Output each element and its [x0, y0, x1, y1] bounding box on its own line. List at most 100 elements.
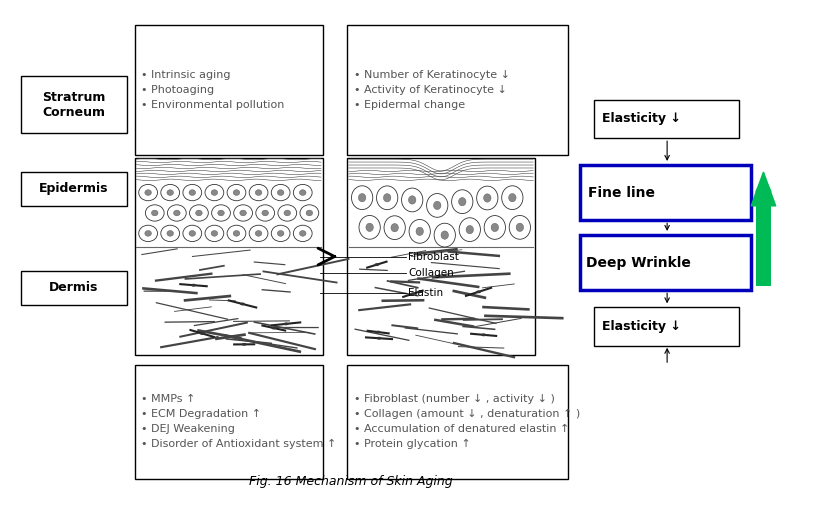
Ellipse shape — [211, 230, 217, 236]
Text: Fine line: Fine line — [588, 186, 655, 200]
Ellipse shape — [217, 210, 224, 216]
Text: Dermis: Dermis — [49, 281, 98, 294]
FancyBboxPatch shape — [595, 100, 739, 138]
Ellipse shape — [227, 184, 246, 201]
Ellipse shape — [278, 205, 297, 221]
Text: Fig. 16 Mechanism of Skin Aging: Fig. 16 Mechanism of Skin Aging — [249, 475, 453, 488]
FancyBboxPatch shape — [135, 25, 322, 155]
Ellipse shape — [200, 332, 205, 335]
Ellipse shape — [211, 190, 217, 196]
Ellipse shape — [391, 224, 398, 232]
Ellipse shape — [451, 190, 473, 213]
Ellipse shape — [227, 225, 246, 241]
Polygon shape — [751, 172, 776, 206]
Ellipse shape — [306, 210, 312, 216]
Ellipse shape — [374, 263, 379, 266]
Ellipse shape — [376, 331, 381, 334]
Text: • Intrinsic aging
• Photoaging
• Environmental pollution: • Intrinsic aging • Photoaging • Environ… — [142, 70, 285, 110]
Ellipse shape — [481, 333, 486, 336]
FancyBboxPatch shape — [135, 365, 322, 479]
Text: • Number of Keratinocyte ↓
• Activity of Keratinocyte ↓
• Epidermal change: • Number of Keratinocyte ↓ • Activity of… — [354, 70, 510, 110]
Text: Epidermis: Epidermis — [39, 183, 108, 196]
Ellipse shape — [377, 337, 382, 339]
Ellipse shape — [476, 291, 481, 293]
Ellipse shape — [145, 230, 152, 236]
Ellipse shape — [240, 210, 247, 216]
Ellipse shape — [255, 190, 262, 196]
Ellipse shape — [183, 225, 202, 241]
Ellipse shape — [167, 190, 173, 196]
Ellipse shape — [293, 225, 312, 241]
FancyBboxPatch shape — [756, 206, 771, 285]
Ellipse shape — [484, 194, 491, 202]
Ellipse shape — [272, 225, 290, 241]
Ellipse shape — [358, 194, 366, 202]
Ellipse shape — [484, 215, 506, 239]
Text: Fibroblast: Fibroblast — [408, 252, 459, 262]
Ellipse shape — [458, 198, 466, 206]
Ellipse shape — [145, 190, 152, 196]
Ellipse shape — [167, 205, 187, 221]
FancyBboxPatch shape — [580, 235, 751, 290]
Ellipse shape — [501, 186, 523, 210]
Ellipse shape — [284, 210, 291, 216]
Ellipse shape — [196, 210, 202, 216]
Text: Stratrum
Corneum: Stratrum Corneum — [42, 90, 105, 118]
Ellipse shape — [466, 225, 473, 234]
Ellipse shape — [299, 230, 306, 236]
Ellipse shape — [411, 292, 416, 295]
FancyBboxPatch shape — [347, 25, 567, 155]
Ellipse shape — [277, 230, 284, 236]
Ellipse shape — [233, 230, 240, 236]
Ellipse shape — [233, 190, 240, 196]
FancyBboxPatch shape — [135, 158, 322, 356]
Ellipse shape — [189, 190, 196, 196]
Ellipse shape — [161, 225, 180, 241]
Ellipse shape — [277, 190, 284, 196]
Ellipse shape — [205, 225, 224, 241]
Ellipse shape — [359, 215, 381, 239]
Ellipse shape — [167, 230, 173, 236]
Ellipse shape — [234, 205, 252, 221]
Ellipse shape — [300, 205, 319, 221]
Ellipse shape — [299, 190, 306, 196]
Ellipse shape — [183, 184, 202, 201]
Ellipse shape — [383, 194, 391, 202]
Ellipse shape — [416, 227, 423, 236]
Ellipse shape — [366, 223, 373, 231]
Ellipse shape — [272, 326, 277, 330]
FancyBboxPatch shape — [580, 165, 751, 221]
Ellipse shape — [476, 186, 498, 210]
Ellipse shape — [139, 225, 157, 241]
Ellipse shape — [409, 220, 431, 243]
Text: • MMPs ↑
• ECM Degradation ↑
• DEJ Weakening
• Disorder of Antioxidant system ↑: • MMPs ↑ • ECM Degradation ↑ • DEJ Weake… — [142, 394, 337, 449]
Ellipse shape — [272, 184, 290, 201]
Ellipse shape — [293, 184, 312, 201]
Text: Elasticity ↓: Elasticity ↓ — [601, 320, 681, 333]
Ellipse shape — [384, 216, 406, 240]
Ellipse shape — [256, 205, 275, 221]
Ellipse shape — [212, 205, 231, 221]
Ellipse shape — [426, 194, 448, 217]
Ellipse shape — [408, 196, 416, 204]
Text: • Fibroblast (number ↓ , activity ↓ )
• Collagen (amount ↓ , denaturation ↑ )
• : • Fibroblast (number ↓ , activity ↓ ) • … — [354, 394, 580, 449]
Ellipse shape — [189, 230, 196, 236]
FancyBboxPatch shape — [21, 172, 127, 206]
Ellipse shape — [509, 215, 531, 239]
Ellipse shape — [242, 343, 247, 346]
Ellipse shape — [377, 186, 398, 210]
Text: Deep Wrinkle: Deep Wrinkle — [586, 256, 691, 270]
Text: Collagen: Collagen — [408, 268, 454, 278]
Ellipse shape — [509, 194, 516, 202]
FancyBboxPatch shape — [347, 365, 567, 479]
Ellipse shape — [491, 223, 498, 231]
Text: Elasticity ↓: Elasticity ↓ — [601, 113, 681, 126]
Ellipse shape — [352, 186, 373, 210]
Ellipse shape — [434, 223, 456, 247]
Ellipse shape — [191, 284, 196, 286]
Ellipse shape — [152, 210, 158, 216]
Ellipse shape — [249, 184, 268, 201]
Text: Elastin: Elastin — [408, 288, 443, 298]
Ellipse shape — [190, 205, 208, 221]
Ellipse shape — [139, 184, 157, 201]
